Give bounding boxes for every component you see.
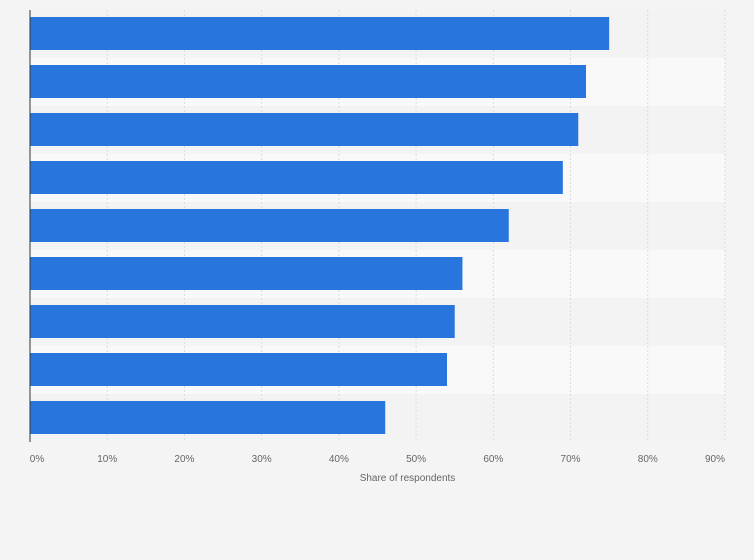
x-tick-label: 70% xyxy=(561,454,581,465)
x-tick-label: 40% xyxy=(329,454,349,465)
x-tick-label: 20% xyxy=(174,454,194,465)
bars xyxy=(30,17,610,434)
x-tick-label: 50% xyxy=(406,454,426,465)
bar xyxy=(30,401,386,434)
bar xyxy=(30,113,579,146)
bar xyxy=(30,257,463,290)
bar xyxy=(30,17,610,50)
bar xyxy=(30,353,447,386)
bar xyxy=(30,161,563,194)
x-tick-label: 30% xyxy=(252,454,272,465)
x-tick-label: 10% xyxy=(97,454,117,465)
x-tick-label: 80% xyxy=(638,454,658,465)
bar xyxy=(30,305,455,338)
x-tick-label: 0% xyxy=(30,454,45,465)
x-tick-label: 90% xyxy=(705,454,725,465)
x-tick-label: 60% xyxy=(483,454,503,465)
x-tick-labels: 0% 10% 20% 30% 40% 50% 60% 70% 80% 90% xyxy=(30,454,725,465)
bar xyxy=(30,209,509,242)
bar xyxy=(30,65,586,98)
x-axis-title: Share of respondents xyxy=(360,473,456,484)
